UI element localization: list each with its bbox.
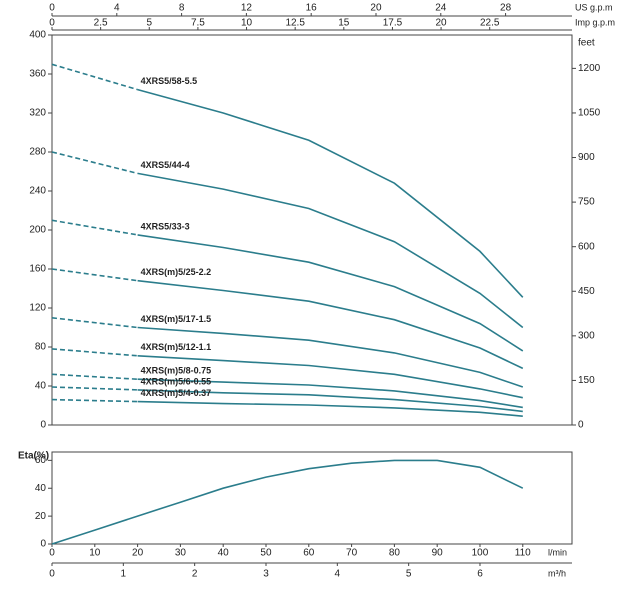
x-tick-label: 0 bbox=[49, 548, 55, 559]
x-tick-label: 70 bbox=[346, 548, 358, 559]
curve-label: 4XRS(m)5/12-1.1 bbox=[141, 342, 212, 352]
y2-tick-label: 1050 bbox=[578, 108, 601, 119]
y2-tick-label: 750 bbox=[578, 197, 595, 208]
curve-label: 4XRS(m)5/6-0.55 bbox=[141, 376, 212, 386]
y-tick-label: 40 bbox=[35, 381, 47, 392]
curve bbox=[137, 389, 523, 413]
top-tick-label: 17.5 bbox=[383, 18, 403, 29]
bottom-tick-label: 1 bbox=[121, 569, 127, 580]
top-tick-label: 20 bbox=[370, 3, 382, 14]
y2-tick-label: 600 bbox=[578, 241, 595, 252]
bottom-tick-label: 0 bbox=[49, 569, 55, 580]
y2-tick-label: 300 bbox=[578, 330, 595, 341]
top-axis-label: Imp g.p.m bbox=[575, 17, 615, 27]
x-tick-label: 50 bbox=[260, 548, 272, 559]
curve bbox=[51, 373, 138, 380]
y2-tick-label: 150 bbox=[578, 375, 595, 386]
y-tick-label: 320 bbox=[29, 108, 46, 119]
curve bbox=[137, 378, 523, 409]
bottom-axis-label: m³/h bbox=[548, 568, 566, 578]
y2-tick-label: 450 bbox=[578, 286, 595, 297]
top-tick-label: 7.5 bbox=[191, 18, 205, 29]
top-axis-label: US g.p.m bbox=[575, 2, 613, 12]
x-tick-label: 100 bbox=[472, 548, 489, 559]
y2-axis-label: feet bbox=[578, 38, 595, 49]
top-tick-label: 12.5 bbox=[285, 18, 305, 29]
curve bbox=[51, 348, 138, 357]
x-tick-label: 20 bbox=[132, 548, 144, 559]
top-tick-label: 10 bbox=[241, 18, 253, 29]
y2-tick-label: 1200 bbox=[578, 63, 601, 74]
top-tick-label: 2.5 bbox=[94, 18, 108, 29]
plot-frame bbox=[51, 451, 573, 545]
x-tick-label: 10 bbox=[89, 548, 101, 559]
y-tick-label: 120 bbox=[29, 303, 46, 314]
curve-label: 4XRS5/44-4 bbox=[141, 160, 190, 170]
x-axis-label: l/min bbox=[548, 547, 567, 557]
curve-label: 4XRS(m)5/17-1.5 bbox=[141, 314, 212, 324]
y2-tick-label: 900 bbox=[578, 152, 595, 163]
curve-label: 4XRS(m)5/4-0.37 bbox=[141, 388, 212, 398]
curve bbox=[137, 234, 524, 352]
curve bbox=[51, 63, 138, 91]
x-tick-label: 110 bbox=[515, 548, 531, 559]
top-tick-label: 8 bbox=[179, 3, 185, 14]
y-tick-label: 0 bbox=[40, 420, 46, 431]
curve bbox=[137, 88, 524, 298]
curve bbox=[51, 459, 524, 545]
curve bbox=[51, 398, 138, 403]
curve bbox=[51, 317, 138, 329]
y-tick-label: 400 bbox=[29, 30, 46, 41]
top-tick-label: 5 bbox=[146, 18, 152, 29]
top-tick-label: 4 bbox=[114, 3, 120, 14]
x-tick-label: 80 bbox=[389, 548, 401, 559]
top-tick-label: 0 bbox=[49, 3, 55, 14]
curve bbox=[51, 219, 138, 236]
top-tick-label: 12 bbox=[241, 3, 253, 14]
curve bbox=[137, 279, 524, 370]
y-tick-label: 0 bbox=[40, 539, 46, 550]
y-tick-label: 240 bbox=[29, 186, 46, 197]
curve bbox=[51, 151, 138, 175]
top-tick-label: 22.5 bbox=[480, 18, 500, 29]
curve bbox=[137, 326, 524, 388]
x-tick-label: 60 bbox=[303, 548, 315, 559]
y-tick-label: 40 bbox=[35, 483, 47, 494]
top-tick-label: 16 bbox=[306, 3, 318, 14]
curve bbox=[137, 400, 523, 417]
curve-label: 4XRS(m)5/8-0.75 bbox=[141, 366, 212, 376]
top-tick-label: 0 bbox=[49, 18, 55, 29]
curve-label: 4XRS5/33-3 bbox=[141, 221, 190, 231]
bottom-tick-label: 6 bbox=[477, 569, 483, 580]
y-tick-label: 60 bbox=[35, 455, 47, 466]
bottom-tick-label: 5 bbox=[406, 569, 412, 580]
y2-tick-label: 0 bbox=[578, 420, 584, 431]
curve-label: 4XRS(m)5/25-2.2 bbox=[141, 267, 212, 277]
y-axis-label: Eta(%) bbox=[18, 451, 49, 462]
y-tick-label: 280 bbox=[29, 147, 46, 158]
top-tick-label: 28 bbox=[500, 3, 512, 14]
y-tick-label: 200 bbox=[29, 225, 46, 236]
x-tick-label: 30 bbox=[175, 548, 187, 559]
top-tick-label: 15 bbox=[338, 18, 350, 29]
y-tick-label: 20 bbox=[35, 511, 47, 522]
x-tick-label: 90 bbox=[432, 548, 444, 559]
curve bbox=[51, 386, 138, 391]
y-tick-label: 160 bbox=[29, 264, 46, 275]
bottom-tick-label: 4 bbox=[335, 569, 341, 580]
curve bbox=[51, 268, 138, 282]
y-tick-label: 360 bbox=[29, 69, 46, 80]
x-tick-label: 40 bbox=[218, 548, 230, 559]
bottom-tick-label: 3 bbox=[263, 569, 269, 580]
y-tick-label: 80 bbox=[35, 342, 47, 353]
curve-label: 4XRS5/58-5.5 bbox=[141, 76, 198, 86]
top-tick-label: 20 bbox=[436, 18, 448, 29]
curve bbox=[137, 355, 523, 399]
bottom-tick-label: 2 bbox=[192, 569, 198, 580]
top-tick-label: 24 bbox=[435, 3, 447, 14]
curve bbox=[137, 172, 524, 329]
